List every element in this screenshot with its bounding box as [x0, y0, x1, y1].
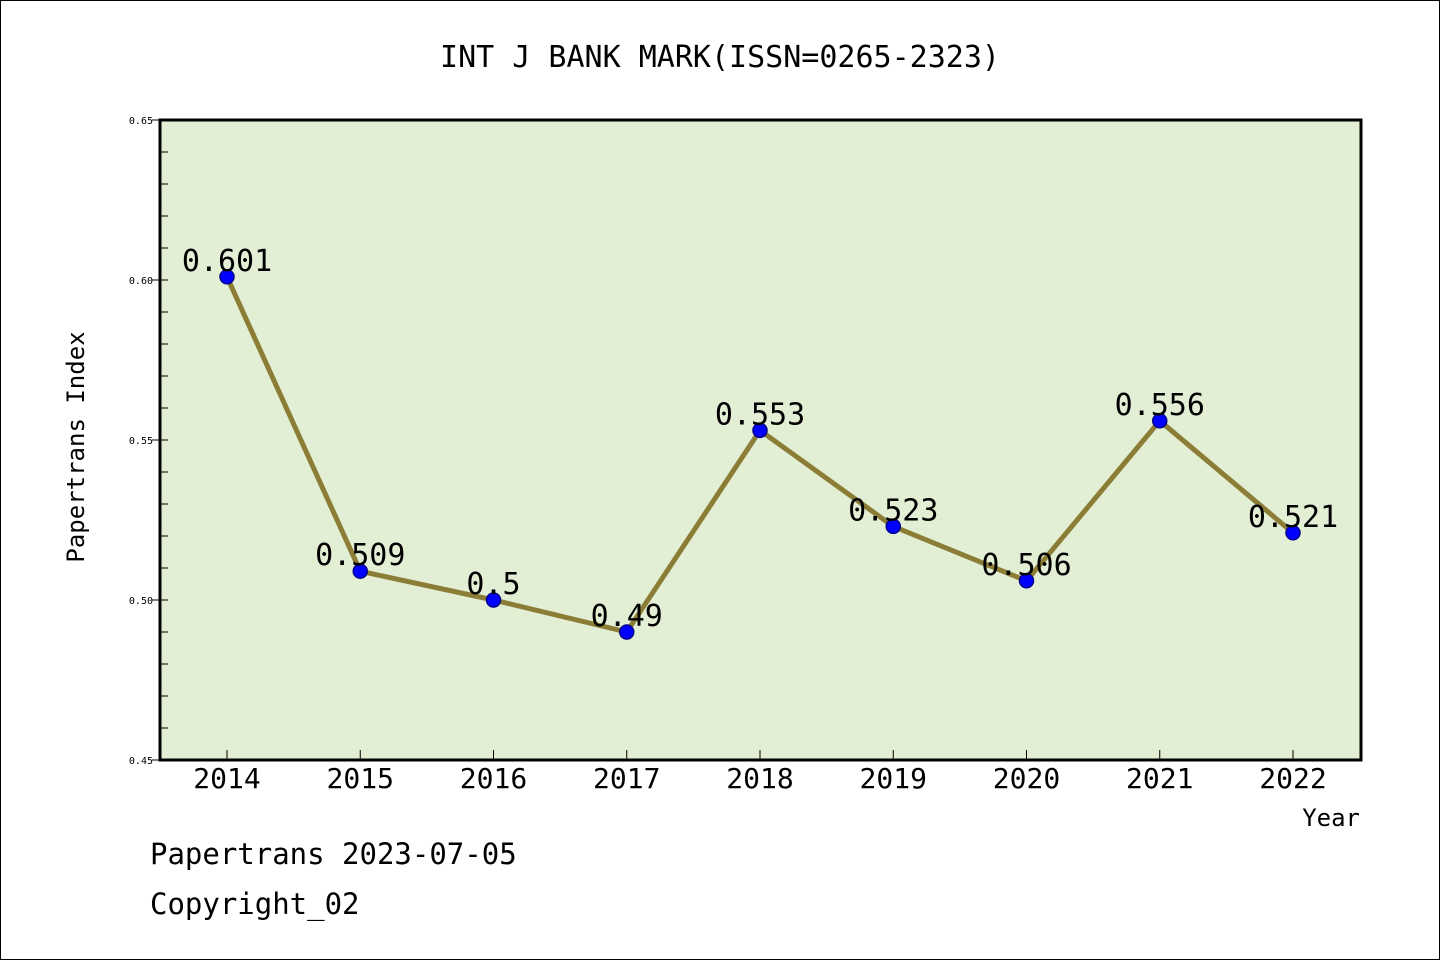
x-axis-ticks: 2014 2015 2016 2017 2018 2019 2020 2021 2022: [193, 750, 1327, 795]
y-tick-label: 0.60: [129, 276, 153, 287]
data-label: 0.521: [1248, 500, 1338, 535]
x-tick-label: 2021: [1126, 762, 1193, 795]
data-point: [1018, 573, 1035, 589]
y-tick-label: 0.45: [129, 756, 153, 767]
y-tick-label: 0.50: [129, 596, 153, 607]
x-tick-label: 2019: [860, 762, 927, 795]
x-tick-label: 2016: [460, 762, 527, 795]
data-label: 0.5: [466, 567, 520, 602]
x-tick-label: 2020: [993, 762, 1060, 795]
data-point: [485, 592, 502, 608]
data-label: 0.523: [848, 493, 938, 528]
data-point: [619, 624, 635, 640]
data-label: 0.49: [591, 599, 663, 634]
x-tick-label: 2018: [726, 762, 793, 795]
data-label: 0.601: [182, 244, 272, 279]
x-tick-label: 2022: [1259, 762, 1326, 795]
data-point: [752, 422, 768, 439]
y-tick-label: 0.65: [129, 116, 153, 127]
x-axis-label: Year: [1302, 804, 1360, 832]
y-minor-ticks: [160, 119, 168, 761]
data-point: [219, 269, 235, 285]
y-axis-label: Papertrans Index: [62, 331, 90, 562]
x-tick-label: 2015: [327, 762, 394, 795]
y-axis-ticks: 0.45 0.50 0.55 0.60 0.65: [129, 116, 160, 767]
x-tick-label: 2017: [593, 762, 660, 795]
data-label: 0.506: [981, 548, 1071, 583]
footer-copyright: Copyright_02: [150, 887, 360, 922]
data-point: [885, 518, 901, 535]
data-point: [1285, 525, 1301, 541]
data-label: 0.509: [315, 538, 405, 573]
x-tick-label: 2014: [193, 762, 260, 795]
data-point: [1152, 413, 1168, 429]
data-label: 0.556: [1115, 388, 1205, 423]
series-papertrans-index: 0.601 0.509 0.5 0.49 0.553 0.523 0.506 0.556 0.5…: [182, 244, 1338, 640]
chart-title: INT J BANK MARK(ISSN=0265-2323): [440, 40, 1000, 75]
data-point: [352, 563, 368, 579]
plot-area: [158, 118, 1363, 762]
y-tick-label: 0.55: [129, 436, 153, 447]
footer-date: Papertrans 2023-07-05: [150, 837, 517, 871]
data-label: 0.553: [715, 397, 805, 432]
